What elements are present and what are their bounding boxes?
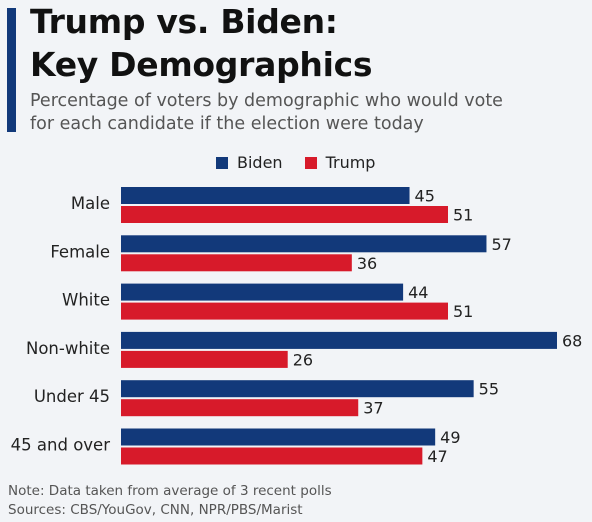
bar-biden-under-45 xyxy=(121,380,474,398)
legend-label-biden: Biden xyxy=(237,153,283,172)
value-label-biden-45-and-over: 49 xyxy=(440,428,460,447)
value-label-trump-non-white: 26 xyxy=(293,350,313,369)
legend: Biden Trump xyxy=(216,153,397,172)
legend-swatch-trump xyxy=(304,156,317,169)
value-label-biden-under-45: 55 xyxy=(479,380,499,399)
footnote-sources: Sources: CBS/YouGov, CNN, NPR/PBS/Marist xyxy=(8,502,303,518)
legend-swatch-biden xyxy=(216,156,228,169)
footnote: Note: Data taken from average of 3 recen… xyxy=(8,482,332,520)
footnote-note: Note: Data taken from average of 3 recen… xyxy=(8,483,332,499)
bar-trump-45-and-over xyxy=(121,447,423,465)
chart-subtitle-line-2: for each candidate if the election were … xyxy=(30,114,424,134)
chart-title: Trump vs. Biden: Key Demographics xyxy=(30,0,373,86)
chart-subtitle-line-1: Percentage of voters by demographic who … xyxy=(30,91,503,111)
value-label-biden-white: 44 xyxy=(408,283,428,302)
bar-biden-45-and-over xyxy=(121,428,436,446)
category-label-45-and-over: 45 and over xyxy=(11,436,111,455)
category-label-under-45: Under 45 xyxy=(34,387,110,406)
chart-subtitle: Percentage of voters by demographic who … xyxy=(30,90,585,136)
value-label-biden-female: 57 xyxy=(491,235,511,254)
bar-biden-non-white xyxy=(121,331,557,349)
value-label-trump-white: 51 xyxy=(453,302,473,321)
category-label-male: Male xyxy=(71,194,110,213)
value-label-trump-female: 36 xyxy=(357,254,377,273)
legend-item-biden: Biden xyxy=(216,153,283,172)
bar-trump-male xyxy=(121,206,448,223)
value-label-trump-under-45: 37 xyxy=(363,399,383,418)
bar-biden-female xyxy=(121,235,487,253)
category-label-white: White xyxy=(62,291,110,310)
bar-trump-non-white xyxy=(121,350,288,368)
bar-biden-white xyxy=(121,283,404,301)
category-label-non-white: Non-white xyxy=(26,339,110,358)
value-label-biden-male: 45 xyxy=(415,187,435,206)
bar-trump-white xyxy=(121,302,448,320)
bar-trump-under-45 xyxy=(121,399,359,417)
value-label-biden-non-white: 68 xyxy=(562,331,582,350)
value-label-trump-male: 51 xyxy=(453,206,473,225)
bar-trump-female xyxy=(121,254,352,272)
title-accent-bar xyxy=(7,8,16,132)
legend-label-trump: Trump xyxy=(325,153,376,172)
category-label-female: Female xyxy=(50,242,110,261)
legend-item-trump: Trump xyxy=(304,153,376,172)
chart-title-line-1: Trump vs. Biden: xyxy=(30,2,338,41)
chart-title-line-2: Key Demographics xyxy=(30,45,373,84)
value-label-trump-45-and-over: 47 xyxy=(427,447,447,466)
bar-biden-male xyxy=(121,187,410,204)
bar-chart: Male 45 51 Female 57 36 White 44 51 Non-white 68 26… xyxy=(11,187,583,467)
